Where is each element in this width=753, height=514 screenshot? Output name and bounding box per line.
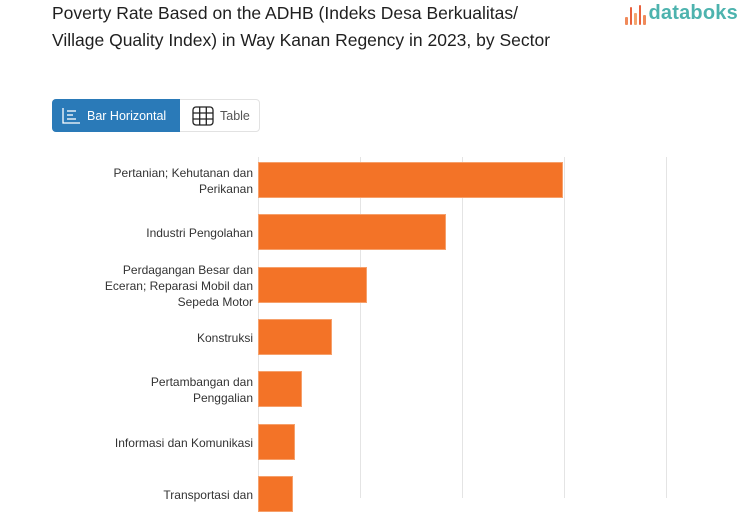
bar[interactable] — [258, 266, 367, 303]
gridline — [564, 157, 565, 498]
category-label: Pertanian; Kehutanan dan Perikanan — [113, 166, 253, 196]
bar[interactable] — [258, 423, 295, 460]
gridline — [462, 157, 463, 498]
bar-row: Pertambangan dan Penggalian — [0, 371, 753, 409]
view-toggle: Bar Horizontal Table — [52, 99, 260, 132]
gridline — [666, 157, 667, 498]
category-label: Industri Pengolahan — [146, 226, 253, 241]
bar[interactable] — [258, 162, 563, 198]
bar-chart: Pertanian; Kehutanan dan Perikanan Industr… — [0, 155, 753, 512]
table-tab[interactable]: Table — [180, 100, 250, 131]
table-grid-icon — [192, 105, 214, 126]
category-label: Transportasi dan — [163, 487, 253, 502]
logo-bars-icon — [625, 3, 646, 25]
chart-title: Poverty Rate Based on the ADHB (Indeks D… — [52, 3, 551, 50]
category-label: Perdagangan Besar dan Eceran; Reparasi Mo… — [104, 262, 253, 309]
bar-row: Perdagangan Besar dan Eceran; Reparasi Mo… — [0, 262, 753, 309]
bar-horizontal-icon — [62, 107, 80, 124]
bar-row: Informasi dan Komunikasi — [0, 423, 753, 462]
bar[interactable] — [258, 214, 446, 251]
bar-row: Pertanian; Kehutanan dan Perikanan — [0, 162, 753, 200]
bar-horizontal-label: Bar Horizontal — [87, 108, 167, 123]
bar-row: Transportasi dan — [0, 475, 753, 514]
category-label: Pertambangan dan Penggalian — [150, 375, 253, 406]
bar[interactable] — [258, 371, 302, 408]
table-label: Table — [220, 108, 250, 123]
category-label: Informasi dan Komunikasi — [114, 435, 253, 450]
gridline — [360, 157, 361, 498]
bar-row: Konstruksi — [0, 318, 753, 357]
bar[interactable] — [258, 475, 293, 512]
logo-text: databoks — [648, 2, 738, 24]
bar[interactable] — [258, 318, 332, 355]
databoks-logo[interactable]: databoks — [625, 2, 738, 25]
category-label: Konstruksi — [196, 330, 253, 345]
bar-horizontal-tab[interactable]: Bar Horizontal — [52, 99, 180, 132]
bar-row: Industri Pengolahan — [0, 214, 753, 252]
